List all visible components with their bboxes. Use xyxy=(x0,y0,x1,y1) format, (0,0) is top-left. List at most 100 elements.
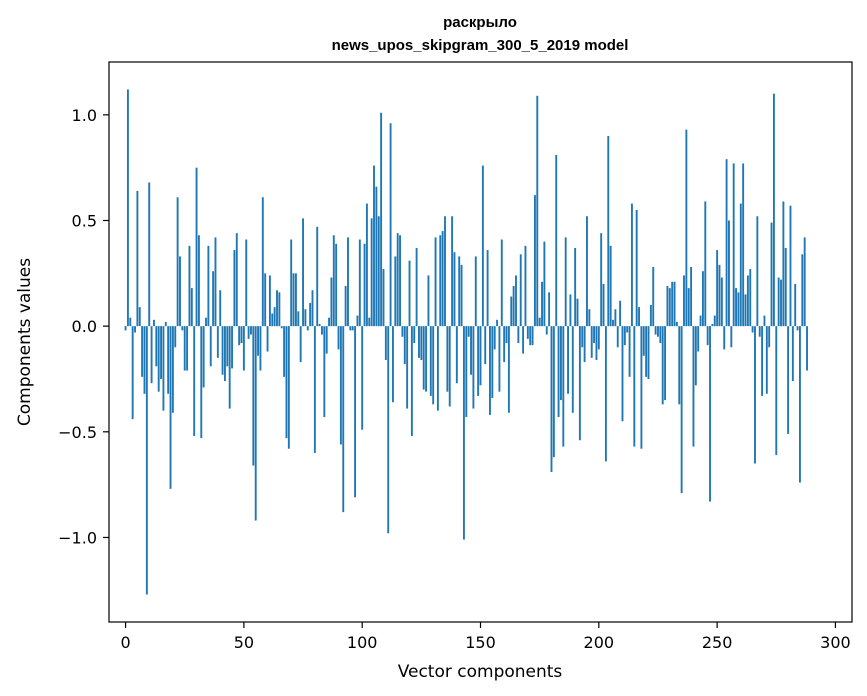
chart-subtitle: news_upos_skipgram_300_5_2019 model xyxy=(332,37,629,54)
bar-236 xyxy=(683,275,685,327)
y-axis-ticks: −1.0 −0.5 0.0 0.5 1.0 xyxy=(58,106,109,547)
bars xyxy=(124,89,808,595)
bar-34 xyxy=(205,317,207,327)
bar-195 xyxy=(586,216,588,327)
bar-121 xyxy=(410,326,413,437)
bar-105 xyxy=(373,165,375,327)
bar-145 xyxy=(467,326,470,337)
bar-118 xyxy=(403,326,406,365)
bar-269 xyxy=(761,326,764,396)
bar-98 xyxy=(356,315,359,327)
bar-175 xyxy=(538,317,541,327)
bar-65 xyxy=(278,292,281,327)
bar-128 xyxy=(427,275,430,327)
bar-165 xyxy=(515,275,517,327)
bar-286 xyxy=(801,254,804,327)
bar-233 xyxy=(675,321,678,327)
bar-68 xyxy=(285,326,288,439)
bar-206 xyxy=(612,319,614,327)
bar-135 xyxy=(444,216,446,327)
bar-267 xyxy=(756,216,759,327)
bar-168 xyxy=(522,326,525,354)
bar-229 xyxy=(666,286,669,327)
bar-283 xyxy=(794,283,797,327)
y-axis-label: Components values xyxy=(15,258,35,426)
bar-107 xyxy=(377,216,380,327)
bar-46 xyxy=(233,250,236,327)
bar-246 xyxy=(706,326,709,346)
bar-51 xyxy=(245,239,248,327)
bar-8 xyxy=(143,326,146,394)
bar-120 xyxy=(408,260,411,327)
bar-183 xyxy=(557,326,560,418)
bar-215 xyxy=(633,326,636,447)
bar-74 xyxy=(299,326,302,363)
bar-154 xyxy=(489,326,491,415)
bar-163 xyxy=(510,296,513,327)
bar-284 xyxy=(796,326,799,331)
bar-212 xyxy=(626,326,629,333)
bar-146 xyxy=(470,326,472,375)
bar-268 xyxy=(758,326,761,337)
bar-115 xyxy=(396,233,399,327)
x-tick-label: 300 xyxy=(820,633,851,652)
bar-72 xyxy=(294,273,297,327)
bar-228 xyxy=(664,326,667,401)
bar-87 xyxy=(330,277,333,327)
bar-85 xyxy=(325,326,328,354)
bar-1 xyxy=(126,89,129,327)
bar-64 xyxy=(276,290,278,327)
bar-83 xyxy=(321,326,323,335)
bar-235 xyxy=(680,326,683,494)
bar-230 xyxy=(668,288,671,327)
bar-265 xyxy=(751,326,754,333)
bar-188 xyxy=(569,294,572,327)
bar-162 xyxy=(507,326,510,413)
bar-238 xyxy=(687,288,690,327)
bar-257 xyxy=(732,163,735,327)
bar-201 xyxy=(600,233,603,327)
bar-159 xyxy=(500,239,503,327)
bar-142 xyxy=(460,264,463,327)
bar-126 xyxy=(422,326,425,390)
bar-57 xyxy=(259,326,262,371)
bar-179 xyxy=(548,292,551,327)
bar-60 xyxy=(266,326,269,352)
bar-141 xyxy=(458,256,461,327)
bar-182 xyxy=(555,154,558,327)
bar-155 xyxy=(491,326,494,398)
bar-136 xyxy=(446,326,449,392)
bar-99 xyxy=(358,239,361,327)
bar-103 xyxy=(368,317,371,327)
bar-176 xyxy=(541,281,543,327)
bar-184 xyxy=(560,326,562,401)
bar-287 xyxy=(803,237,806,327)
bar-116 xyxy=(399,235,401,327)
bar-82 xyxy=(318,324,321,327)
bar-94 xyxy=(347,237,349,327)
bar-2 xyxy=(129,317,132,327)
bar-281 xyxy=(789,205,792,327)
bar-197 xyxy=(590,326,593,358)
bar-225 xyxy=(657,326,659,337)
bar-222 xyxy=(649,305,652,327)
bar-277 xyxy=(780,279,782,327)
bar-67 xyxy=(283,326,286,377)
bar-243 xyxy=(699,315,702,327)
bar-282 xyxy=(791,326,794,382)
bar-232 xyxy=(673,281,676,327)
bar-37 xyxy=(212,271,215,327)
bar-123 xyxy=(415,247,418,327)
bar-285 xyxy=(799,326,801,483)
bar-16 xyxy=(162,326,165,411)
bar-210 xyxy=(621,326,624,422)
bar-59 xyxy=(264,273,267,327)
x-axis-label: Vector components xyxy=(398,662,563,682)
bar-174 xyxy=(536,95,539,327)
bar-156 xyxy=(493,326,496,350)
bar-204 xyxy=(607,135,610,327)
bar-38 xyxy=(214,237,217,327)
bar-63 xyxy=(273,307,276,327)
